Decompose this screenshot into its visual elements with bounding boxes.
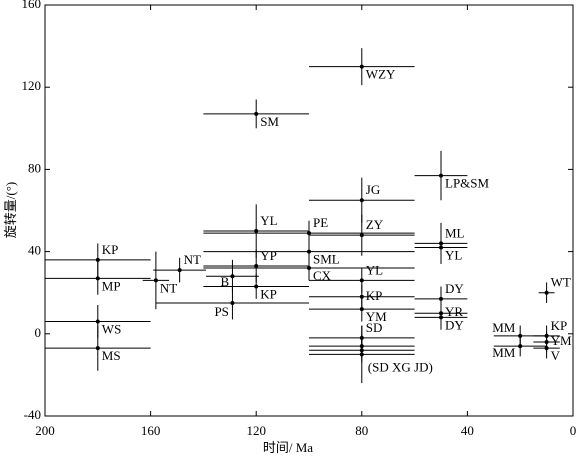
point xyxy=(544,290,549,295)
point xyxy=(359,352,364,357)
point-label: SML xyxy=(313,252,340,267)
point-label: WS xyxy=(102,321,122,336)
point xyxy=(254,284,259,289)
x-tick-label: 0 xyxy=(570,423,577,438)
x-tick-label: 120 xyxy=(246,423,266,438)
y-tick-label: 80 xyxy=(28,160,41,175)
point xyxy=(95,319,100,324)
point xyxy=(359,198,364,203)
point-label: ZY xyxy=(366,217,384,232)
point-label: MM xyxy=(492,320,516,335)
y-axis-label: 旋转量/(°) xyxy=(3,182,18,238)
point-label: MS xyxy=(102,348,121,363)
point-label: DY xyxy=(445,281,464,296)
point-label: SD xyxy=(366,320,383,335)
y-tick-label: 0 xyxy=(35,325,42,340)
point-label: KP xyxy=(366,288,383,303)
x-tick-label: 200 xyxy=(35,423,55,438)
point xyxy=(307,266,311,271)
plot-frame xyxy=(44,4,574,417)
x-tick-label: 160 xyxy=(141,423,161,438)
point-label: LP&SM xyxy=(445,176,490,191)
point-label: B xyxy=(220,274,229,289)
point xyxy=(95,257,100,262)
y-tick-label: 160 xyxy=(22,0,42,11)
point-label: (SD XG JD) xyxy=(368,359,433,374)
point-label: KP xyxy=(260,287,277,302)
x-axis-label: 时间/ Ma xyxy=(263,440,313,455)
point-label: YL xyxy=(445,247,462,262)
point-label: SM xyxy=(260,114,279,129)
point xyxy=(254,111,259,116)
point-label: WZY xyxy=(366,67,396,82)
point xyxy=(359,307,364,312)
point-label: ML xyxy=(445,225,465,240)
point-label: V xyxy=(551,348,561,363)
point-label: WT xyxy=(551,275,571,290)
point xyxy=(518,344,523,349)
point xyxy=(307,231,311,236)
x-tick-label: 80 xyxy=(355,423,368,438)
point-label: NT xyxy=(160,280,177,295)
point xyxy=(439,296,443,301)
point-label: DY xyxy=(445,317,464,332)
y-tick-label: 40 xyxy=(28,243,41,258)
point-label: KP xyxy=(102,242,119,257)
point-label: NT xyxy=(184,252,201,267)
point-label: YM xyxy=(551,333,572,348)
point-label: JG xyxy=(366,182,380,197)
point xyxy=(230,300,235,305)
point-label: YL xyxy=(260,213,277,228)
point-label: CX xyxy=(313,268,332,283)
point-label: YP xyxy=(260,248,277,263)
point xyxy=(439,315,443,320)
point xyxy=(359,64,364,69)
point xyxy=(95,346,100,351)
point-label: PE xyxy=(313,215,328,230)
point-label: YM xyxy=(366,309,387,324)
point xyxy=(230,274,235,279)
point xyxy=(439,245,443,250)
point xyxy=(439,173,443,178)
point-label: PS xyxy=(214,304,228,319)
point xyxy=(544,346,549,351)
point-label: MP xyxy=(102,278,121,293)
point xyxy=(153,278,158,283)
point-label: MM xyxy=(492,345,516,360)
y-tick-label: -40 xyxy=(24,407,41,422)
point xyxy=(254,229,259,234)
point xyxy=(359,233,364,238)
point-label: YL xyxy=(366,262,383,277)
point-label: KP xyxy=(551,318,568,333)
point xyxy=(307,249,311,254)
y-tick-label: 120 xyxy=(22,78,42,93)
point xyxy=(359,278,364,283)
point xyxy=(254,263,259,268)
point xyxy=(177,268,182,273)
point-label: YR xyxy=(445,304,463,319)
x-tick-label: 40 xyxy=(461,423,474,438)
point xyxy=(95,276,100,281)
